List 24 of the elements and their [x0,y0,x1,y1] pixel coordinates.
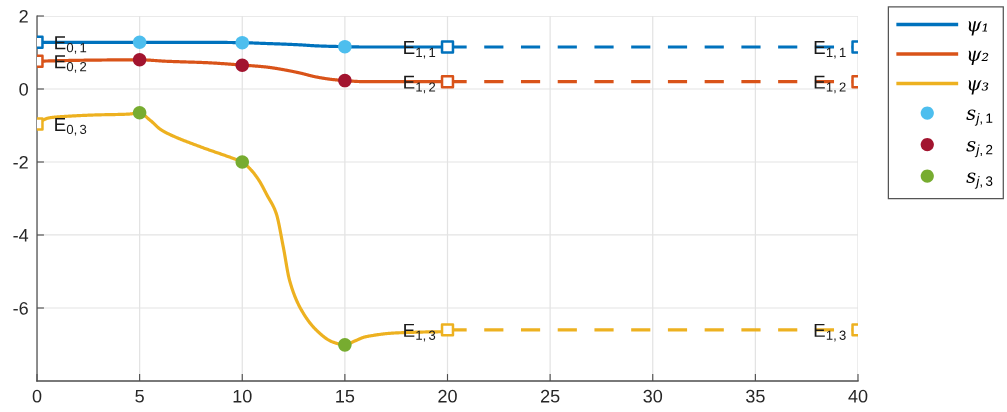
y-tick-label: -4 [13,229,29,242]
legend-label: ψ₁ [968,21,988,36]
annotation: E$_{1,1}$ [814,41,846,59]
x-tick-label: 35 [746,389,765,403]
legend-label: s$_{j,3}$ [966,172,993,189]
legend-label: ψ₃ [968,80,989,95]
x-tick-label: 30 [643,389,663,403]
y-tick-label: 2 [19,9,28,23]
x-tick-label: 0 [32,389,42,403]
x-tick-label: 40 [848,389,868,403]
y-tick-label: -6 [13,301,28,315]
annotation: E$_{1,3}$ [814,323,846,342]
annotation: E$_{1,1}$ [404,41,436,59]
legend-label: ψ₂ [968,50,989,65]
x-tick-label: 20 [438,389,457,403]
x-tick-label: 10 [233,389,252,403]
y-tick-label: 0 [19,82,28,96]
x-tick-label: 5 [135,390,144,403]
legend-label: s$_{j,2}$ [966,140,993,158]
x-tick-label: 25 [540,389,560,403]
annotation: E$_{0,3}$ [55,118,87,136]
y-tick-label: -2 [13,155,28,169]
x-tick-label: 15 [336,390,355,403]
legend-label: s$_{j,1}$ [966,109,993,126]
